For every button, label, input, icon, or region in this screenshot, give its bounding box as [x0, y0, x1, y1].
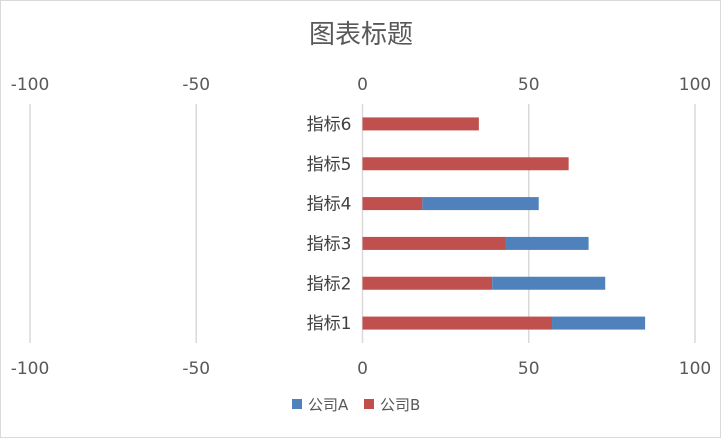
chart-title: 图表标题: [309, 20, 413, 50]
category-label: 指标2: [307, 274, 352, 294]
x-tick-label-top: 50: [518, 75, 540, 95]
legend-entry: 公司A: [308, 396, 349, 414]
x-tick-label-top: 0: [357, 75, 368, 95]
bar-公司A-指标4: [422, 197, 539, 211]
category-label: 指标4: [307, 195, 352, 215]
x-tick-label-bottom: 50: [518, 359, 540, 379]
x-tick-label-top: -50: [182, 75, 210, 95]
legend-swatch: [292, 399, 302, 409]
x-tick-label-top: -100: [11, 75, 50, 95]
x-tick-label-bottom: 100: [679, 359, 711, 379]
x-tick-label-bottom: -50: [182, 359, 210, 379]
bar-公司A-指标1: [552, 316, 646, 330]
legend: 公司A 公司B: [292, 396, 420, 414]
gridlines: [29, 104, 696, 343]
bars: [362, 117, 646, 330]
legend-swatch: [364, 399, 374, 409]
x-tick-label-top: 100: [679, 75, 711, 95]
category-label: 指标1: [307, 314, 352, 334]
bar-公司B-指标1: [362, 316, 553, 330]
bar-公司A-指标2: [492, 276, 606, 290]
x-tick-label-bottom: 0: [357, 359, 368, 379]
category-label: 指标3: [307, 234, 352, 254]
category-label: 指标6: [307, 115, 352, 135]
bar-公司B-指标4: [362, 197, 423, 211]
legend-entry: 公司B: [380, 396, 420, 414]
bar-公司B-指标3: [362, 236, 506, 250]
x-axis-bottom-ticks: -100 -50 0 50 100: [11, 359, 712, 379]
category-label: 指标5: [307, 155, 352, 175]
category-labels: 指标1 指标2 指标3 指标4 指标5 指标6: [307, 115, 352, 334]
bar-公司B-指标6: [362, 117, 479, 131]
bar-公司B-指标2: [362, 276, 493, 290]
bar-公司B-指标5: [362, 157, 569, 171]
bar-公司A-指标3: [505, 236, 589, 250]
x-axis-top-ticks: -100 -50 0 50 100: [11, 75, 712, 95]
x-tick-label-bottom: -100: [11, 359, 50, 379]
